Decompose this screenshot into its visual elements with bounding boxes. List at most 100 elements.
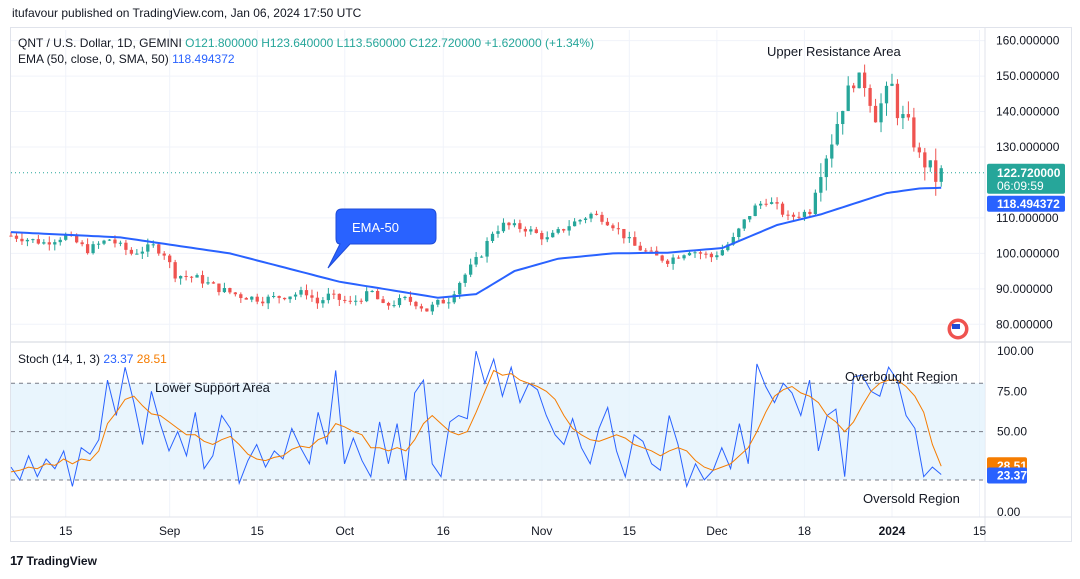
time-tick-label-4: 16	[437, 524, 451, 538]
price-tick-label-2: 140.000000	[996, 105, 1060, 119]
ema-legend: EMA (50, close, 0, SMA, 50) 118.494372	[18, 52, 235, 66]
candle-body-110	[611, 225, 615, 229]
candle-body-40	[228, 288, 232, 293]
candle-body-25	[146, 244, 150, 252]
lower-support-annotation: Lower Support Area	[155, 380, 271, 395]
candle-body-105	[583, 218, 588, 220]
candle-body-71	[397, 298, 402, 306]
candle-body-165	[912, 117, 916, 148]
candle-body-145	[802, 211, 807, 217]
candle-body-72	[403, 296, 407, 299]
tradingview-logo-icon: 17	[10, 553, 24, 568]
candle-body-13	[80, 242, 84, 245]
candle-body-36	[206, 282, 210, 284]
candle-body-4	[31, 239, 35, 241]
ema-legend-part-0: EMA (50, close, 0, SMA, 50)	[18, 52, 172, 66]
last-price-tag	[987, 163, 1065, 194]
candle-body-113	[627, 237, 631, 239]
candle-body-39	[222, 288, 227, 293]
ema-callout-label: EMA-50	[352, 220, 399, 235]
candle-body-125	[693, 252, 697, 254]
legend-part-4: C122.720000	[409, 36, 484, 50]
candle-body-20	[118, 242, 123, 244]
candle-body-136	[753, 205, 757, 217]
candle-body-44	[250, 296, 254, 300]
candle-body-5	[36, 239, 41, 244]
candle-body-168	[928, 160, 932, 168]
candle-body-119	[660, 255, 664, 261]
candle-body-93	[518, 223, 522, 229]
publisher-header: itufavour published on TradingView.com, …	[12, 6, 362, 20]
candle-body-159	[879, 103, 883, 123]
candle-body-92	[512, 223, 517, 226]
candle-body-7	[47, 242, 51, 245]
candle-body-131	[726, 244, 730, 251]
candle-body-19	[113, 239, 117, 244]
candle-body-100	[556, 229, 560, 233]
countdown-label: 06:09:59	[997, 179, 1044, 193]
candle-body-162	[895, 83, 900, 119]
us-flag-icon-canton	[952, 324, 960, 329]
candle-body-87	[485, 240, 489, 257]
candle-body-147	[813, 192, 818, 215]
candle-body-133	[737, 228, 741, 237]
candle-body-33	[189, 276, 194, 278]
candle-body-134	[742, 219, 746, 229]
candle-body-52	[293, 294, 298, 297]
ema-50-line	[10, 186, 942, 299]
candle-body-38	[217, 283, 221, 293]
candle-body-139	[769, 202, 774, 204]
candle-body-65	[365, 291, 369, 302]
candle-body-99	[551, 232, 555, 238]
footer[interactable]: 17 TradingView	[10, 553, 97, 568]
candle-body-3	[25, 239, 30, 242]
candle-body-84	[468, 264, 473, 275]
stoch-tick-label-0: 100.00	[997, 344, 1034, 358]
candle-body-101	[562, 229, 566, 231]
candle-body-169	[934, 160, 938, 182]
ema-legend-part-1: 118.494372	[172, 52, 235, 66]
candle-body-67	[375, 290, 380, 300]
candle-body-63	[354, 300, 358, 302]
candle-body-109	[605, 221, 610, 226]
candle-body-60	[337, 293, 341, 300]
candle-body-89	[496, 231, 500, 234]
time-tick-label-3: Oct	[335, 524, 354, 538]
candle-body-76	[425, 308, 429, 312]
candle-body-55	[310, 295, 314, 298]
candle-body-57	[321, 300, 325, 304]
candle-body-129	[715, 255, 719, 258]
stoch-legend-part-0: Stoch (14, 1, 3)	[18, 352, 103, 366]
candle-body-112	[622, 228, 626, 239]
candle-body-68	[381, 299, 385, 303]
candle-body-90	[501, 222, 506, 232]
candle-body-170	[939, 168, 943, 182]
time-tick-label-10: 15	[973, 524, 987, 538]
candle-body-120	[665, 260, 670, 264]
candle-body-45	[255, 296, 259, 302]
candle-body-29	[168, 255, 172, 263]
candle-body-46	[261, 301, 265, 304]
candle-body-116	[644, 250, 648, 252]
ema-price-label: 118.494372	[997, 197, 1060, 211]
candle-body-155	[857, 72, 861, 89]
price-tick-label-0: 160.000000	[996, 34, 1060, 48]
candle-body-2	[20, 238, 24, 242]
candle-body-143	[791, 214, 796, 217]
candle-body-27	[157, 244, 161, 254]
candle-body-80	[447, 302, 451, 304]
candle-body-58	[326, 293, 331, 301]
candle-body-66	[370, 290, 374, 292]
candle-body-53	[299, 290, 303, 295]
time-tick-label-9: 2024	[879, 524, 906, 538]
candle-body-59	[332, 293, 336, 295]
candle-body-104	[578, 219, 582, 222]
candle-body-85	[474, 256, 478, 265]
candle-body-9	[58, 239, 62, 243]
candle-body-158	[873, 105, 878, 123]
candle-body-26	[151, 244, 155, 246]
candle-body-102	[567, 226, 571, 231]
price-tick-label-1: 150.000000	[996, 69, 1060, 83]
candle-body-35	[200, 275, 205, 284]
